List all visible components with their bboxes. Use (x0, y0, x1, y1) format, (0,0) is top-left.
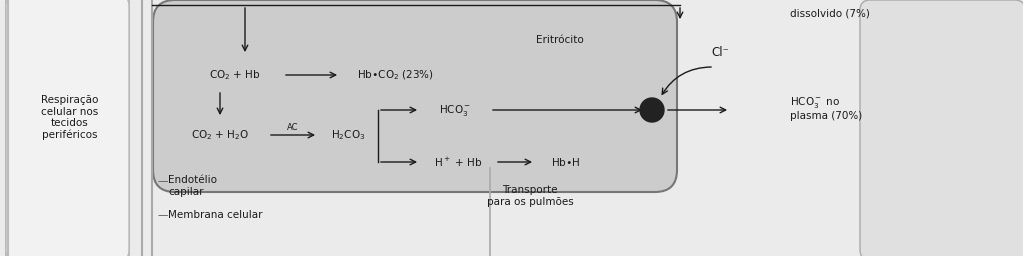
Text: Membrana celular: Membrana celular (168, 210, 263, 220)
Text: Hb$\bullet$H: Hb$\bullet$H (551, 156, 581, 168)
Circle shape (640, 98, 664, 122)
Text: Cl⁻: Cl⁻ (711, 46, 729, 59)
FancyBboxPatch shape (860, 0, 1023, 256)
Text: Respiração
celular nos
tecidos
periféricos: Respiração celular nos tecidos periféric… (41, 95, 98, 140)
Text: —: — (158, 176, 169, 186)
Text: CO$_2$ + H$_2$O: CO$_2$ + H$_2$O (191, 128, 249, 142)
Text: HCO$_3^-$ no
plasma (70%): HCO$_3^-$ no plasma (70%) (790, 95, 862, 121)
FancyBboxPatch shape (6, 0, 129, 256)
FancyBboxPatch shape (6, 0, 129, 256)
Text: H$^+$ + Hb: H$^+$ + Hb (434, 155, 482, 168)
Text: HCO$_3^-$: HCO$_3^-$ (439, 102, 471, 118)
Text: dissolvido (7%): dissolvido (7%) (790, 8, 870, 18)
Text: Transporte
para os pulmões: Transporte para os pulmões (487, 185, 573, 207)
Text: H$_2$CO$_3$: H$_2$CO$_3$ (330, 128, 365, 142)
Text: Endotélio
capilar: Endotélio capilar (168, 175, 217, 197)
Text: —: — (158, 210, 169, 220)
Text: Eritrócito: Eritrócito (536, 35, 584, 45)
Text: AC: AC (287, 123, 299, 132)
FancyBboxPatch shape (153, 0, 677, 192)
Text: Hb$\bullet$CO$_2$ (23%): Hb$\bullet$CO$_2$ (23%) (357, 68, 434, 82)
Text: CO$_2$ + Hb: CO$_2$ + Hb (209, 68, 261, 82)
